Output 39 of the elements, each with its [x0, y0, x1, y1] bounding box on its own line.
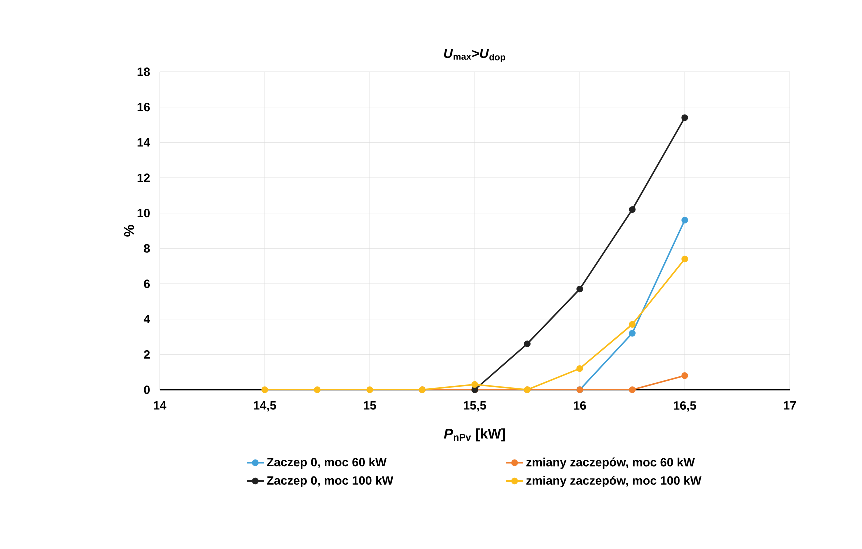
y-tick-label: 8 [144, 244, 150, 253]
y-tick-label: 10 [138, 209, 150, 218]
y-tick-label: 16 [138, 103, 150, 112]
legend-label: zmiany zaczepów, moc 60 kW [526, 458, 696, 470]
point [314, 386, 321, 394]
y-tick-label: 6 [144, 280, 150, 288]
point [629, 321, 636, 328]
point [682, 114, 688, 122]
point [576, 286, 584, 293]
point [629, 386, 636, 394]
legend-label: Zaczep 0, moc 100 kW [267, 476, 394, 488]
point [366, 386, 374, 394]
x-tick-label: 15,5 [464, 402, 486, 412]
x-tick-label: 14,5 [254, 402, 276, 412]
point [682, 372, 688, 380]
y-tick-label: 12 [138, 174, 150, 182]
point [682, 256, 688, 263]
x-tick-label: 14 [154, 402, 167, 410]
x-tick-label: 16 [574, 402, 586, 410]
chart-title: U$_{max}$>U$_{dop}$ [444, 49, 506, 62]
x-tick-label: 15 [364, 402, 376, 410]
y-axis-title: % [124, 225, 134, 237]
point [576, 365, 584, 372]
y-tick-label: 4 [144, 315, 150, 324]
point [472, 381, 478, 388]
x-tick-label: 16,5 [674, 402, 696, 412]
x-tick-label: 17 [784, 402, 796, 410]
point [629, 206, 636, 214]
point [682, 217, 688, 224]
y-tick-label: 0 [144, 386, 150, 394]
y-tick-label: 2 [144, 350, 150, 359]
y-tick-label: 14 [138, 138, 150, 147]
point [629, 330, 636, 337]
y-tick-label: 18 [138, 68, 150, 76]
x-axis-title: P$_{nPv}$ [kW] [444, 428, 506, 442]
legend-label: zmiany zaczepów, moc 100 kW [526, 476, 702, 488]
legend-label: Zaczep 0, moc 60 kW [267, 458, 387, 470]
point [524, 340, 531, 348]
point [262, 386, 268, 394]
